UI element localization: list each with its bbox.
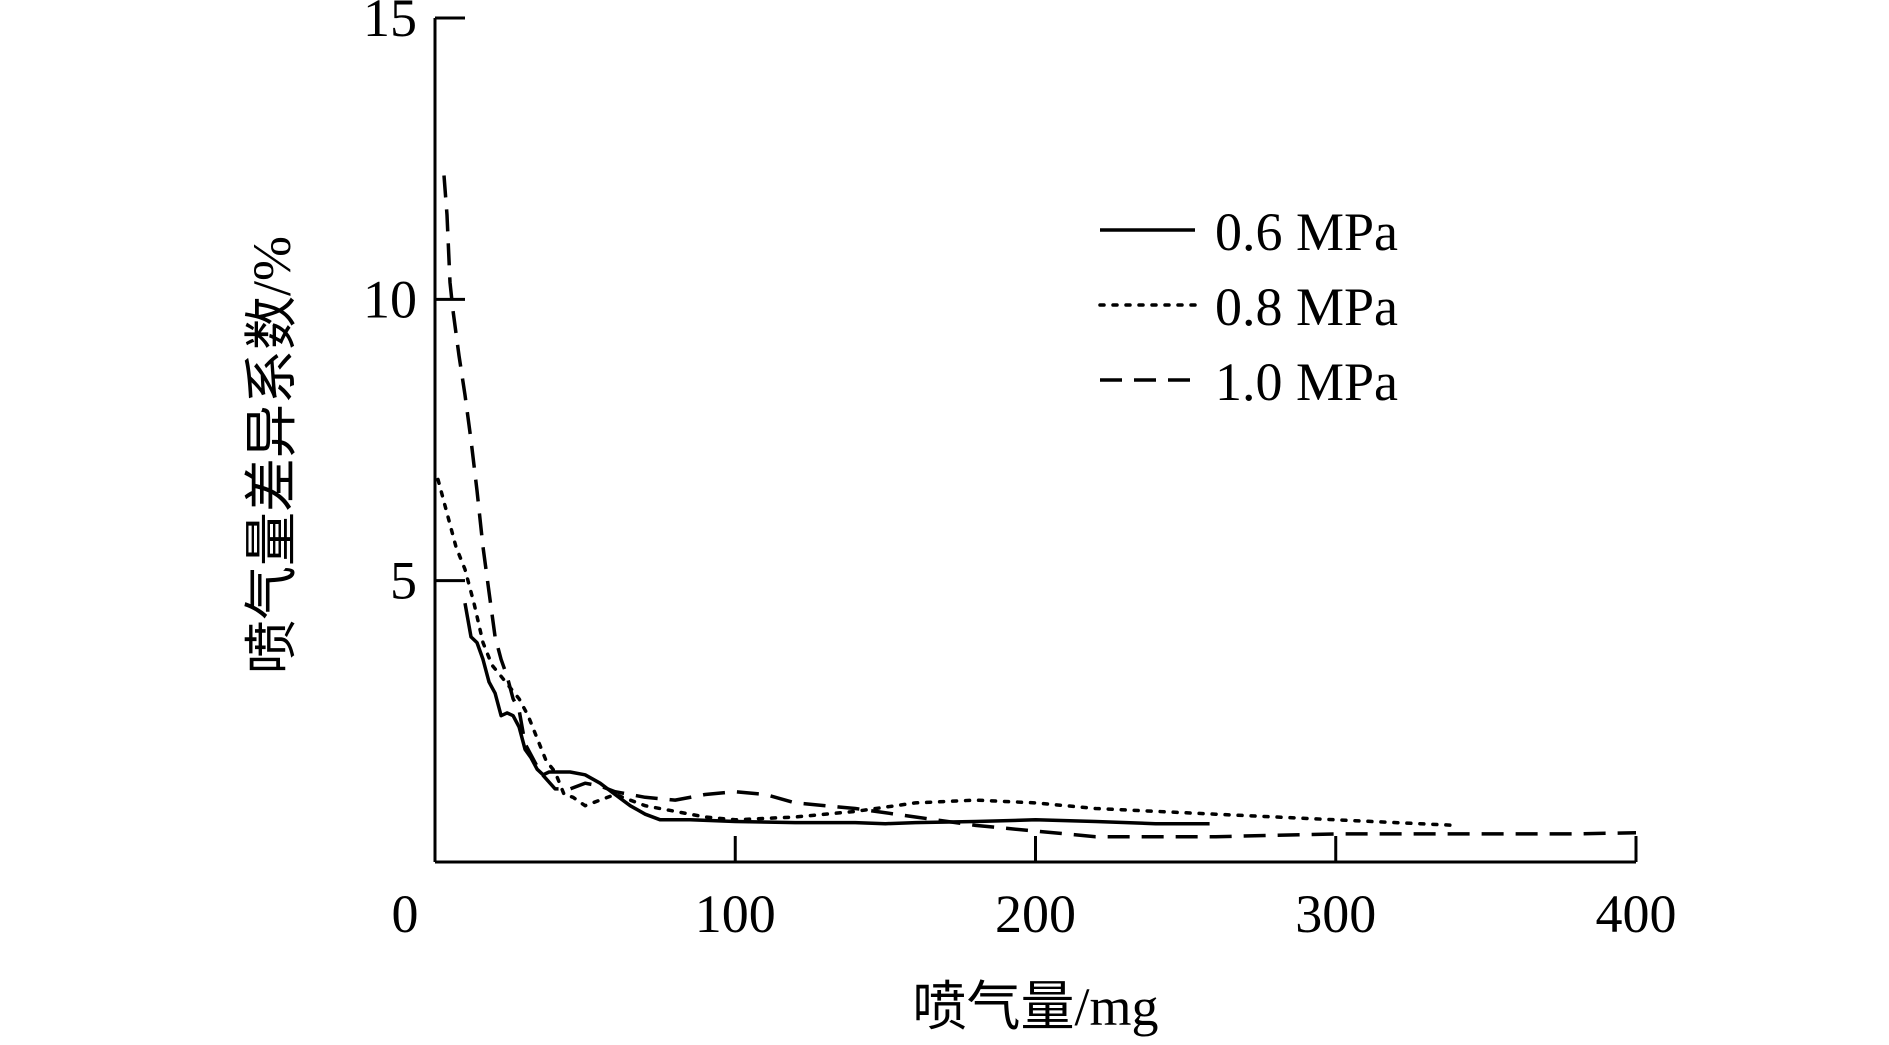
tick-group: 0 100 200 300 400 5 10 15	[363, 0, 1677, 944]
x-tick-label: 0	[392, 884, 419, 944]
series-group	[436, 175, 1637, 839]
x-tick-label: 100	[695, 884, 776, 944]
y-tick-label: 15	[363, 0, 417, 48]
x-tick-label: 200	[995, 884, 1076, 944]
legend-label: 1.0 MPa	[1215, 352, 1398, 412]
legend: 0.6 MPa 0.8 MPa 1.0 MPa	[1098, 202, 1398, 412]
x-axis-title: 喷气量/mg	[912, 977, 1158, 1037]
series-line-0_8-mpa	[436, 477, 1458, 828]
legend-label: 0.6 MPa	[1215, 202, 1398, 262]
y-tick-label: 10	[363, 269, 417, 329]
y-axis-title: 喷气量差异系数/%	[242, 236, 302, 674]
series-line-0_6-mpa	[463, 602, 1210, 826]
x-tick-label: 300	[1295, 884, 1376, 944]
legend-label: 0.8 MPa	[1215, 277, 1398, 337]
x-tick-label: 400	[1596, 884, 1677, 944]
y-tick-label: 5	[390, 551, 417, 611]
series-line-1_0-mpa	[442, 175, 1637, 839]
axes	[433, 18, 1636, 864]
